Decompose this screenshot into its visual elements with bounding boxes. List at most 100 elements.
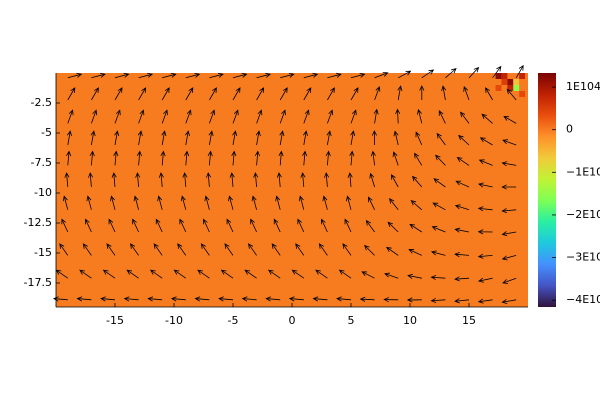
heatmap-cell xyxy=(513,79,520,85)
arrow xyxy=(173,269,187,279)
arrow xyxy=(106,243,116,256)
arrow xyxy=(479,137,493,146)
arrow xyxy=(208,130,214,146)
arrow xyxy=(220,269,234,279)
arrow xyxy=(407,273,422,279)
arrow xyxy=(279,130,285,146)
heatmap-cell xyxy=(501,73,508,79)
arrow xyxy=(344,218,352,233)
arrow xyxy=(481,113,493,124)
arrow xyxy=(67,87,76,101)
y-tick-label: -5 xyxy=(41,126,52,139)
x-tick-label: 15 xyxy=(462,314,476,327)
arrow xyxy=(114,109,121,124)
arrow xyxy=(138,109,145,124)
arrow xyxy=(160,150,166,166)
arrow xyxy=(350,109,357,124)
y-tick-label: -15 xyxy=(34,246,52,259)
arrow xyxy=(430,274,446,281)
arrow xyxy=(232,87,241,101)
arrow xyxy=(350,87,359,101)
arrow xyxy=(228,195,234,210)
arrow xyxy=(126,269,139,279)
arrow xyxy=(315,269,328,279)
arrow xyxy=(67,109,74,124)
arrow xyxy=(66,130,72,146)
arrow xyxy=(229,172,235,188)
colorbar-tick-label: −1E10 xyxy=(566,165,600,178)
arrow xyxy=(421,69,435,79)
arrow xyxy=(133,195,139,210)
arrow xyxy=(414,152,423,166)
y-tick-label: -7.5 xyxy=(31,156,52,169)
arrow xyxy=(393,130,399,146)
arrow xyxy=(209,87,217,101)
arrow xyxy=(501,208,517,214)
arrow xyxy=(477,229,493,235)
arrow xyxy=(454,276,470,282)
arrow xyxy=(147,296,163,302)
arrow xyxy=(256,87,265,101)
arrow xyxy=(477,253,493,259)
arrow xyxy=(100,296,116,302)
arrow xyxy=(157,195,163,210)
arrow xyxy=(417,108,423,124)
arrow xyxy=(390,173,399,188)
arrow xyxy=(371,130,377,146)
arrow xyxy=(430,297,446,304)
arrow xyxy=(279,109,286,124)
arrow xyxy=(203,218,210,233)
arrow xyxy=(251,195,257,210)
arrow xyxy=(123,296,139,302)
arrow xyxy=(224,243,234,256)
arrow xyxy=(392,151,399,166)
arrow xyxy=(501,231,517,237)
arrow xyxy=(445,68,457,79)
arrow xyxy=(184,130,190,146)
arrow xyxy=(419,85,425,100)
arrow xyxy=(501,255,517,261)
arrow xyxy=(387,221,399,233)
x-tick-label: 5 xyxy=(348,314,355,327)
arrow xyxy=(441,85,447,101)
arrow xyxy=(412,175,423,188)
arrow xyxy=(256,109,263,124)
arrow xyxy=(110,195,116,210)
arrow xyxy=(113,150,119,166)
arrow xyxy=(291,269,305,279)
arrow xyxy=(149,269,163,279)
arrow xyxy=(385,246,399,256)
arrow xyxy=(136,150,142,166)
arrow xyxy=(324,172,330,188)
arrow xyxy=(200,243,210,256)
arrow xyxy=(255,130,261,146)
arrow xyxy=(276,172,282,188)
arrow xyxy=(338,269,352,279)
arrow xyxy=(232,72,248,79)
arrow xyxy=(59,243,69,256)
arrow xyxy=(253,172,259,188)
heatmap-cell xyxy=(495,73,502,79)
arrow xyxy=(79,269,92,279)
arrow xyxy=(502,139,517,146)
arrow xyxy=(138,72,154,79)
heatmap-cell xyxy=(519,91,526,97)
arrow xyxy=(327,72,342,79)
arrow xyxy=(158,172,164,188)
arrow xyxy=(359,296,375,302)
arrow xyxy=(384,272,399,279)
arrow xyxy=(389,198,399,211)
arrow xyxy=(302,130,308,146)
arrow xyxy=(303,87,312,101)
arrow xyxy=(279,87,288,101)
heatmap-cell xyxy=(507,85,514,91)
arrow xyxy=(66,150,72,166)
arrow xyxy=(184,150,190,166)
arrow xyxy=(349,150,355,166)
arrow xyxy=(91,72,106,79)
arrow xyxy=(207,150,213,166)
arrow xyxy=(130,243,139,256)
arrow xyxy=(431,226,446,233)
arrow xyxy=(85,218,92,233)
arrow xyxy=(458,134,470,146)
